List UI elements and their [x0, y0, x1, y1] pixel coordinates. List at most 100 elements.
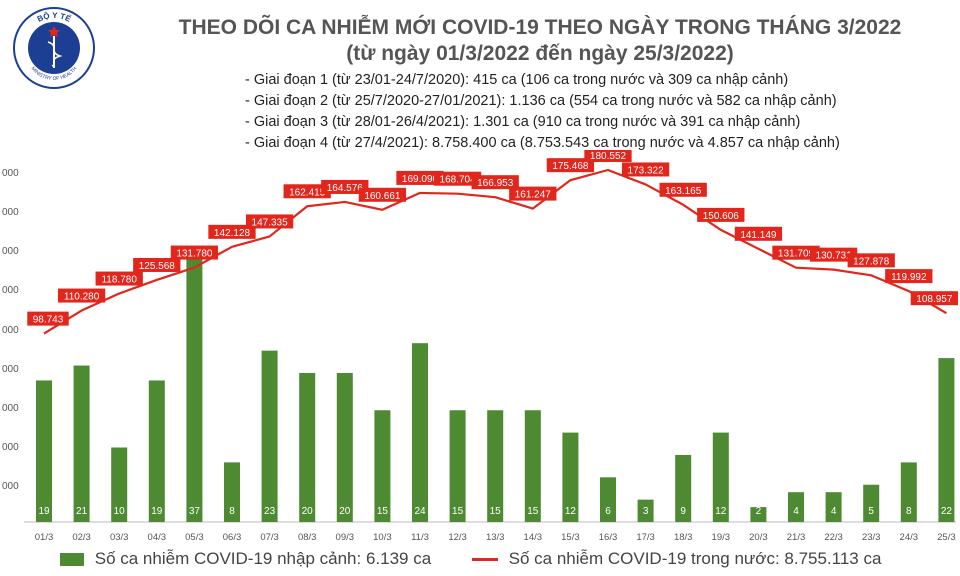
domestic-case-label: 175.468	[552, 161, 589, 172]
domestic-case-label-box	[584, 150, 632, 162]
import-case-bar	[111, 447, 128, 522]
x-axis-tick-label: 03/3	[110, 532, 129, 543]
legend-line-label: Số ca nhiễm COVID-19 trong nước: 8.755.1…	[508, 548, 882, 568]
domestic-case-label: 166.953	[477, 178, 514, 189]
domestic-case-label-box	[396, 170, 444, 185]
y-axis-tick-label: 000	[2, 246, 19, 257]
y-axis-tick-label: 000	[2, 364, 19, 375]
domestic-case-label-box	[27, 311, 69, 326]
x-axis-tick-label: 22/3	[824, 532, 843, 543]
x-axis-tick-label: 23/3	[862, 532, 881, 543]
domestic-case-label-box	[910, 291, 958, 306]
import-case-bar-label: 15	[527, 506, 539, 517]
import-case-bar	[487, 410, 504, 522]
logo-text-top: BỘ Y TẾ	[36, 11, 73, 24]
domestic-case-label-box	[734, 226, 783, 241]
import-case-bar-label: 9	[680, 506, 686, 517]
import-case-bar-label: 4	[793, 506, 799, 517]
domestic-case-label-box	[133, 257, 181, 272]
domestic-case-label-box	[847, 253, 895, 268]
import-case-bar	[299, 373, 316, 522]
ministry-of-health-logo: BỘ Y TẾ MINISTRY OF HEALTH	[13, 7, 95, 89]
y-axis-tick-label: 000	[2, 442, 19, 453]
y-axis-tick-label: 000	[2, 403, 19, 414]
import-case-bar-label: 23	[264, 506, 276, 517]
domestic-case-line	[43, 168, 947, 335]
domestic-case-label-box	[697, 207, 745, 222]
domestic-case-label-box	[95, 271, 143, 286]
domestic-case-label: 127.878	[853, 256, 890, 267]
domestic-case-label: 125.568	[139, 261, 176, 272]
domestic-case-label: 173.322	[628, 165, 665, 176]
import-case-bar-label: 20	[302, 506, 314, 517]
x-axis-tick-label: 15/3	[561, 532, 580, 543]
x-axis-tick-label: 11/3	[411, 532, 429, 543]
x-axis-tick-label: 17/3	[636, 532, 655, 543]
import-case-bar	[449, 410, 466, 522]
import-case-bar-label: 8	[906, 506, 912, 517]
import-case-bar-label: 15	[490, 506, 502, 517]
domestic-case-label: 164.576	[327, 183, 364, 194]
import-case-bar	[36, 380, 52, 522]
domestic-case-label-box	[358, 187, 407, 202]
import-case-bar-label: 3	[643, 506, 649, 517]
x-axis-tick-label: 16/3	[599, 532, 618, 543]
import-case-bar	[600, 477, 616, 522]
domestic-case-label: 161.247	[515, 190, 552, 201]
domestic-case-label: 108.957	[916, 294, 953, 305]
import-case-bar-label: 24	[414, 506, 426, 517]
stage-4-summary: - Giai đoạn 4 (từ 27/4/2021): 8.758.400 …	[245, 135, 840, 151]
x-axis-tick-label: 04/3	[148, 532, 167, 543]
import-case-bar	[825, 492, 842, 522]
x-axis-tick-label: 07/3	[260, 532, 279, 543]
import-case-bar	[675, 454, 692, 522]
y-axis-tick-label: 000	[2, 207, 19, 218]
y-axis-tick-label: 000	[2, 325, 19, 336]
legend-bars-item: Số ca nhiễm COVID-19 nhập cảnh: 6.139 ca	[60, 549, 431, 569]
domestic-case-label: 119.992	[891, 272, 927, 283]
domestic-case-label: 131.709	[778, 249, 815, 260]
domestic-case-label: 118.780	[101, 275, 137, 286]
stage-summary-list: - Giai đoạn 1 (từ 23/01-24/7/2020): 415 …	[245, 70, 840, 154]
domestic-case-label-box	[809, 247, 858, 262]
import-case-bar	[900, 462, 917, 522]
domestic-case-label-box	[885, 269, 933, 284]
y-axis-tick-label: 000	[2, 285, 19, 296]
svg-text:BỘ Y TẾ: BỘ Y TẾ	[36, 11, 73, 24]
domestic-case-label: 160.661	[364, 191, 401, 202]
x-axis-tick-label: 02/3	[72, 532, 91, 543]
import-case-bar-label: 12	[565, 506, 577, 517]
import-case-bar	[336, 373, 353, 522]
domestic-case-label: 147.335	[252, 217, 289, 228]
import-case-bar	[261, 350, 278, 522]
import-case-bar-label: 8	[229, 506, 235, 517]
x-axis-tick-label: 09/3	[336, 532, 355, 543]
legend-bars-label: Số ca nhiễm COVID-19 nhập cảnh: 6.139 ca	[94, 548, 432, 568]
x-axis-tick-label: 10/3	[373, 532, 392, 543]
y-axis-tick-label: 000	[2, 168, 19, 179]
legend-line-swatch	[471, 557, 498, 561]
import-case-bar	[562, 432, 579, 522]
chart-title: THEO DÕI CA NHIỄM MỚI COVID-19 THEO NGÀY…	[178, 16, 902, 39]
domestic-case-label: 168.704	[440, 175, 477, 186]
domestic-case-label-box	[321, 179, 369, 194]
import-case-bar-label: 21	[76, 506, 88, 517]
import-case-bar	[938, 358, 955, 522]
import-case-bar-label: 2	[756, 506, 762, 517]
import-case-bar	[186, 246, 203, 522]
import-case-bar	[788, 492, 804, 522]
legend-bar-swatch	[60, 552, 84, 566]
x-axis-tick-label: 13/3	[486, 532, 505, 543]
import-case-bar	[73, 365, 90, 522]
domestic-case-label: 142.128	[214, 228, 251, 239]
domestic-case-label-box	[170, 245, 219, 260]
domestic-case-label: 163.165	[665, 186, 702, 197]
import-case-bar-label: 20	[339, 506, 351, 517]
import-case-bar-label: 37	[189, 506, 201, 517]
stage-1-summary: - Giai đoạn 1 (từ 23/01-24/7/2020): 415 …	[245, 72, 789, 88]
chart-legend: Số ca nhiễm COVID-19 nhập cảnh: 6.139 ca…	[60, 548, 881, 569]
domestic-case-label-box	[283, 184, 331, 199]
x-axis-tick-label: 21/3	[787, 532, 806, 543]
import-case-bar-label: 12	[715, 506, 727, 517]
import-case-bar	[374, 410, 391, 522]
